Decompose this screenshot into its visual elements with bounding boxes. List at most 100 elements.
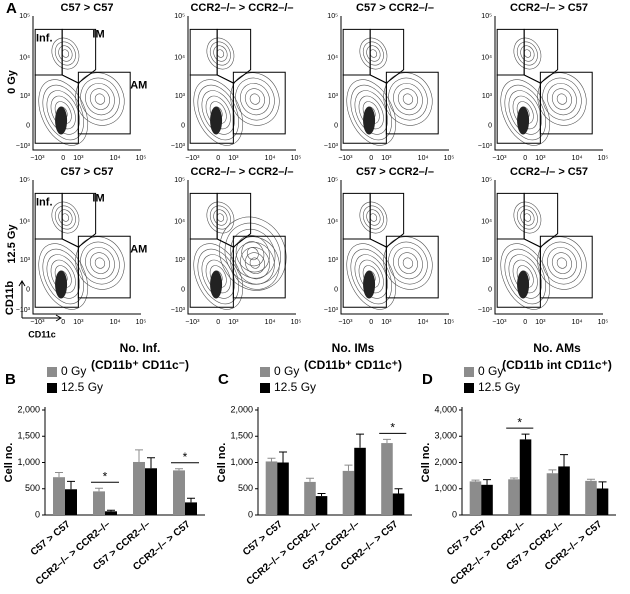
bar <box>354 447 366 515</box>
y-tick-label: −10³ <box>478 143 493 150</box>
bar <box>304 481 316 515</box>
error-bar <box>356 433 365 448</box>
x-tick-label: 10⁵ <box>291 319 302 326</box>
contour <box>206 201 235 234</box>
error-bar <box>560 454 569 467</box>
error-bar <box>598 481 607 489</box>
y-tick-label: 10⁵ <box>174 177 185 184</box>
contour <box>556 93 568 105</box>
y-tick-label: 10³ <box>482 93 493 100</box>
error-bar <box>521 433 530 440</box>
y-tick-label: 0 <box>334 123 338 130</box>
contour <box>513 201 542 234</box>
contour <box>89 88 110 110</box>
contour <box>551 88 572 110</box>
y-tick-label: 10⁴ <box>327 218 338 225</box>
bar <box>596 488 609 515</box>
x-tick-label: −10³ <box>492 155 507 162</box>
contour <box>85 83 115 116</box>
plot-axes <box>340 180 449 315</box>
error-bar <box>107 509 115 512</box>
column-title: CCR2–/– > CCR2–/– <box>190 2 293 14</box>
column-title: C57 > C57 <box>61 2 114 14</box>
x-tick-label: −10³ <box>492 319 507 326</box>
contour <box>193 79 244 146</box>
contour <box>388 241 428 285</box>
contour <box>213 45 228 62</box>
legend-swatch <box>47 383 57 393</box>
gate <box>216 192 252 248</box>
bar <box>277 462 289 515</box>
y-tick-label: 1,000 <box>17 457 40 467</box>
x-tick-label: −10³ <box>30 319 45 326</box>
contour <box>42 248 84 305</box>
x-tick-label: 10³ <box>535 319 546 326</box>
contour-core <box>210 106 223 135</box>
x-tick-label: 10⁵ <box>136 319 147 326</box>
column-title: C57 > CCR2–/– <box>356 2 434 14</box>
gate-label: IM <box>92 193 104 205</box>
plot-axes <box>32 16 141 151</box>
x-tick-label: −10³ <box>30 155 45 162</box>
gate-label: AM <box>130 244 147 256</box>
x-tick-label: CCR2–/– > CCR2–/– <box>245 519 324 588</box>
contour <box>504 84 546 141</box>
y-tick-label: 10⁵ <box>174 13 185 20</box>
x-tick-label: 10⁴ <box>265 155 276 162</box>
contour <box>240 247 270 280</box>
y-tick-label: 10⁴ <box>174 54 185 61</box>
gate <box>496 28 525 76</box>
y-tick-label: 10⁴ <box>327 54 338 61</box>
y-tick-label: 10³ <box>175 93 186 100</box>
y-tick-label: 10³ <box>20 257 31 264</box>
gate <box>342 74 387 144</box>
contour <box>197 248 239 305</box>
contour <box>38 243 89 310</box>
contour <box>393 83 423 116</box>
gate <box>34 74 79 144</box>
y-tick-label: −10³ <box>171 143 186 150</box>
error-bar <box>586 478 595 481</box>
contour <box>516 41 538 66</box>
contour <box>512 259 538 294</box>
gate <box>496 74 541 144</box>
y-tick-label: 10³ <box>482 257 493 264</box>
gate <box>34 238 79 308</box>
x-tick-label: 10⁵ <box>444 155 455 162</box>
legend-swatch <box>260 383 270 393</box>
gate-label: Inf. <box>36 33 53 45</box>
bar <box>546 473 559 515</box>
x-tick-label: 10⁵ <box>136 155 147 162</box>
x-tick-label: 10⁵ <box>598 155 609 162</box>
x-tick-label: 10⁴ <box>110 319 121 326</box>
contour <box>520 45 535 62</box>
legend-swatch <box>464 367 474 377</box>
error-bar <box>55 471 63 478</box>
contour <box>38 79 89 146</box>
contour <box>520 209 535 226</box>
contour <box>201 90 235 135</box>
x-tick-label: 10⁴ <box>572 155 583 162</box>
contour <box>358 95 384 130</box>
error-bar <box>548 469 557 474</box>
y-tick-label: −10³ <box>16 307 31 314</box>
contour <box>209 205 231 230</box>
bar <box>185 502 197 515</box>
bar <box>519 439 532 515</box>
contour <box>58 209 73 226</box>
panel-label: C <box>218 371 229 388</box>
x-tick-label: −10³ <box>185 319 200 326</box>
y-tick-label: 0 <box>26 123 30 130</box>
contour <box>193 243 244 310</box>
y-tick-label: 0 <box>35 509 40 519</box>
x-tick-label: 0 <box>523 155 527 162</box>
contour <box>80 77 120 121</box>
y-tick-label: 3,000 <box>434 431 457 441</box>
contour <box>359 37 388 70</box>
y-tick-label: 0 <box>488 123 492 130</box>
x-tick-label: 10⁵ <box>598 319 609 326</box>
y-tick-label: 10⁵ <box>19 13 30 20</box>
contour-core <box>55 270 68 299</box>
y-tick-label: 2,000 <box>230 404 253 414</box>
contour <box>366 45 381 62</box>
